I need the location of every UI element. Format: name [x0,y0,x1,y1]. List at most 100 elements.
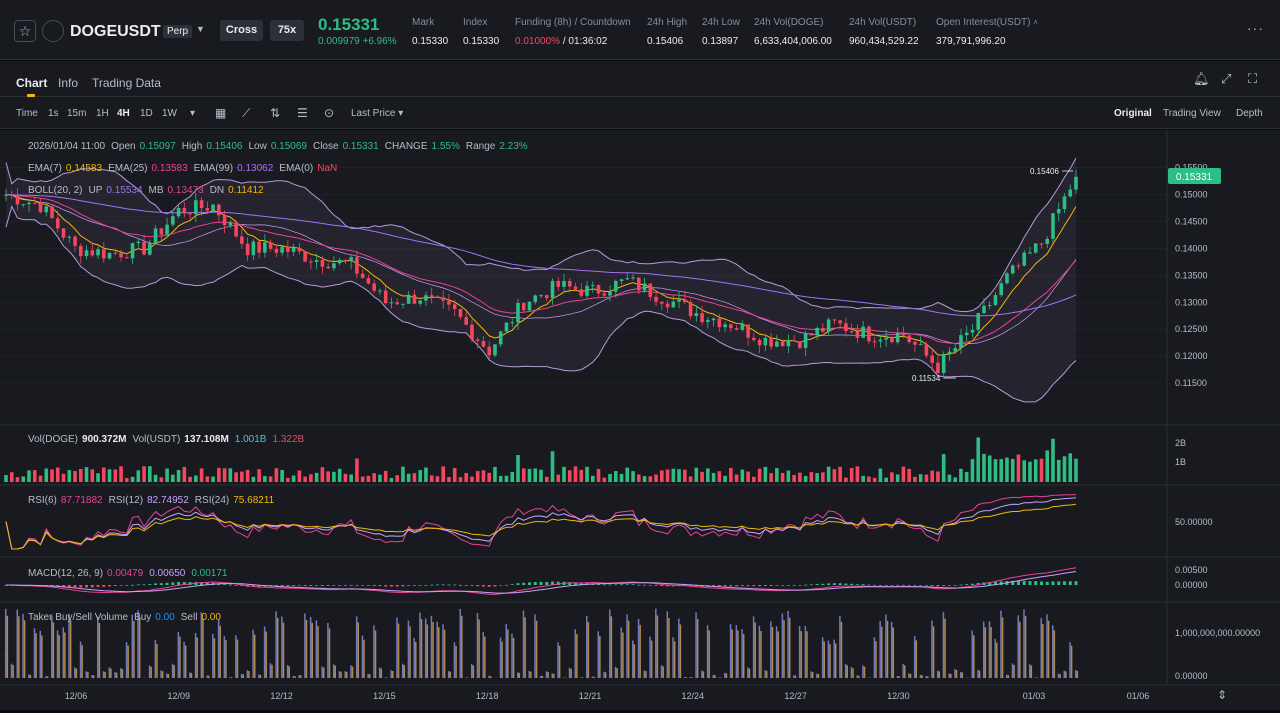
taker-sell-bar [616,668,618,678]
macd-bar [332,585,335,586]
chart-toolbar: Time 1s 15m 1H 4H 1D 1W ▾ ▦ ⟋ ⇅ ☰ ⊙ Last… [0,97,1280,129]
volume-bar [1005,458,1009,482]
interval-time[interactable]: Time [16,108,38,119]
taker-sell-bar [519,673,521,678]
macd-bar [407,585,410,586]
tab-info[interactable]: Info [58,76,78,90]
interval-1d[interactable]: 1D [140,108,153,119]
compare-icon[interactable]: ⇅ [270,106,280,120]
taker-sell-bar [398,624,400,678]
taker-buy-bar [241,674,243,678]
taker-sell-bar [104,672,106,678]
volume-bar [39,476,43,482]
taker-buy-bar [672,637,674,678]
macd-bar [810,584,813,585]
macd-bar [419,585,422,586]
macd-bar [166,583,169,585]
volume-bar [597,469,601,482]
taker-sell-bar [392,671,394,678]
candle-body [194,200,198,214]
taker-buy-bar [920,675,922,678]
favorite-star-icon[interactable]: ☆ [14,20,36,42]
view-depth[interactable]: Depth [1236,108,1263,119]
candle-body [1057,209,1061,213]
volume-bar [367,476,371,482]
more-icon[interactable]: ··· [1247,20,1264,36]
margin-mode-button[interactable]: Cross [220,20,263,41]
settings-icon[interactable]: ☰ [297,106,308,120]
taker-sell-bar [1019,622,1021,678]
leverage-button[interactable]: 75x [270,20,304,41]
interval-1h[interactable]: 1H [96,108,109,119]
taker-buy-bar [183,642,185,678]
candle-body [1028,253,1032,254]
candle-body [982,306,986,313]
interval-1s[interactable]: 1s [48,108,59,119]
candle-body [269,242,273,249]
indicator-icon[interactable]: ⟋ [242,106,250,121]
taker-buy-bar [621,628,623,678]
macd-bar [171,582,174,585]
volume-bar [804,476,808,482]
view-trading-view[interactable]: Trading View [1163,108,1221,119]
taker-sell-bar [542,676,544,678]
volume-bar [487,473,491,482]
taker-buy-bar [1046,614,1048,678]
price-type-select[interactable]: Last Price ▾ [351,108,403,119]
date-axis-label: 12/15 [373,691,396,701]
taker-buy-bar [822,637,824,678]
bell-icon[interactable]: 🔔︎ [1193,71,1210,87]
crosshair-icon[interactable]: ⊙ [324,106,334,120]
interval-4h[interactable]: 4H [117,108,130,119]
taker-buy-bar [160,671,162,678]
candle-body [695,313,699,316]
taker-buy-bar [5,609,7,678]
view-original[interactable]: Original [1114,108,1152,119]
fullscreen-icon[interactable]: ⛶ [1248,71,1257,87]
macd-bar [1017,581,1020,585]
interval-1w[interactable]: 1W [162,108,177,119]
taker-sell-bar [306,620,308,678]
taker-buy-bar [367,674,369,678]
symbol-name[interactable]: DOGEUSDT [70,23,161,41]
taker-buy-bar [298,675,300,678]
expand-icon[interactable]: ⤢ [1221,71,1231,87]
volume-bar [971,459,975,482]
taker-buy-bar [316,620,318,678]
macd-bar [850,584,853,585]
candle-body [188,213,192,214]
chevron-down-icon[interactable]: ▼ [196,24,205,34]
scale-icon[interactable]: ⇕ [1217,688,1227,702]
volume-bar [441,466,445,482]
candle-body [459,309,463,317]
volume-bar [850,468,854,482]
taker-buy-bar [764,670,766,678]
interval-chevron-down-icon[interactable]: ▾ [190,108,195,119]
candle-body [303,251,307,261]
taker-sell-bar [754,623,756,678]
candle-body [1011,266,1015,274]
taker-buy-bar [166,674,168,678]
collapse-arrow-icon[interactable]: › [4,649,7,659]
taker-buy-bar [310,617,312,678]
candle-body [430,295,434,296]
candle-body [913,342,917,345]
taker-buy-bar [701,671,703,678]
candle-body [349,257,353,261]
volume-bar [867,477,871,482]
candle-body [16,195,20,204]
candle-body [625,278,629,279]
taker-sell-bar [933,626,935,678]
taker-buy-bar [684,677,686,678]
tab-chart[interactable]: Chart [16,76,47,90]
interval-15m[interactable]: 15m [67,108,86,119]
candle-body [96,249,100,255]
volume-bar [741,470,745,482]
macd-bar [637,585,640,586]
tab-trading-data[interactable]: Trading Data [92,76,161,90]
taker-sell-bar [639,625,641,678]
calendar-icon[interactable]: ▦ [215,106,226,120]
